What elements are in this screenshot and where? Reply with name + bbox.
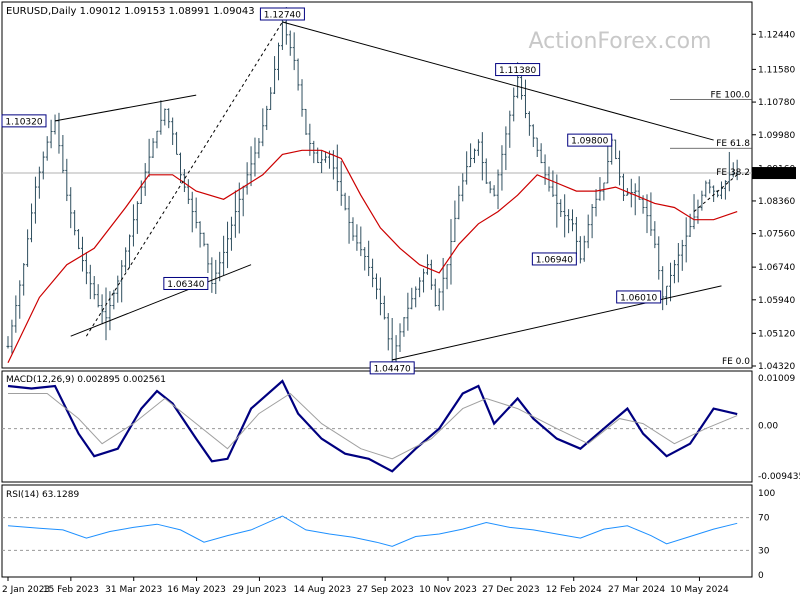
price-label-box [531,252,577,266]
current-price-label: 1.09043 [755,170,792,180]
moving-average-line [7,149,738,363]
rsi-tick-label: 100 [758,489,775,499]
price-tick-label: 1.09980 [758,131,795,141]
macd-signal-line [8,392,738,460]
price-tick-label: 1.11580 [758,65,795,75]
trendline [282,21,714,141]
price-label: 1.12740 [264,11,301,21]
x-tick-label: 15 Feb 2023 [43,585,99,595]
price-label: 1.10320 [5,117,42,127]
trendline [392,285,722,361]
macd-tick-label: 0.00 [758,422,778,432]
price-label: 1.06940 [536,255,573,265]
x-tick-label: 31 Mar 2023 [105,585,162,595]
price-tick-label: 1.08360 [758,197,795,207]
x-tick-label: 2 Jan 2023 [2,585,50,595]
x-tick-label: 27 Mar 2024 [608,585,665,595]
x-tick-label: 14 Aug 2023 [293,585,351,595]
macd-tick-label: 0.01009 [758,374,795,384]
x-tick-label: 10 May 2024 [670,585,729,595]
price-tick-label: 1.06740 [758,263,795,273]
price-label: 1.06340 [167,280,204,290]
price-tick-label: 1.04320 [758,362,795,372]
rsi-tick-label: 30 [758,546,770,556]
current-price-box [752,167,796,180]
rsi-line [7,515,738,547]
price-label-box [616,290,662,304]
x-tick-label: 27 Dec 2023 [482,585,540,595]
price-label-box [1,114,47,128]
x-tick-label: 10 Nov 2023 [419,585,477,595]
x-tick-label: 29 Jun 2023 [232,585,286,595]
fib-label: FE 0.0 [722,357,750,367]
rsi-tick-label: 70 [758,514,770,524]
watermark: ActionForex.com [529,29,712,54]
rsi-tick-label: 0 [758,571,764,581]
dashed-trendline [85,21,283,337]
price-label: 1.09800 [571,137,608,147]
macd-tick-label: -0.009435 [758,472,800,482]
price-label-box [163,276,209,290]
price-label-box [495,63,541,77]
x-tick-label: 16 May 2023 [167,585,226,595]
price-label-box [369,361,415,375]
price-label-box [259,7,305,21]
x-tick-label: 12 Feb 2024 [546,585,602,595]
price-tick-label: 1.07560 [758,230,795,240]
price-header: EURUSD,Daily 1.09012 1.09153 1.08991 1.0… [6,6,255,17]
trendline [70,264,252,337]
price-tick-label: 1.05120 [758,329,795,339]
trendline [54,94,197,122]
price-label: 1.06010 [620,293,657,303]
price-tick-label: 1.05940 [758,296,795,306]
x-tick-label: 27 Sep 2023 [357,585,414,595]
price-label: 1.04470 [374,364,411,374]
rsi-panel [1,484,753,578]
macd-line [7,379,738,473]
rsi-header: RSI(14) 63.1289 [6,490,79,500]
fib-label: FE 61.8 [716,139,750,149]
fib-label: FE 38.2 [716,168,750,178]
price-tick-label: 1.12440 [758,30,795,40]
price-label-box [567,133,613,147]
fib-label: FE 100.0 [711,91,751,101]
price-label: 1.11380 [499,66,536,76]
macd-header: MACD(12,26,9) 0.002895 0.002561 [6,375,166,385]
price-tick-label: 1.10780 [758,98,795,108]
